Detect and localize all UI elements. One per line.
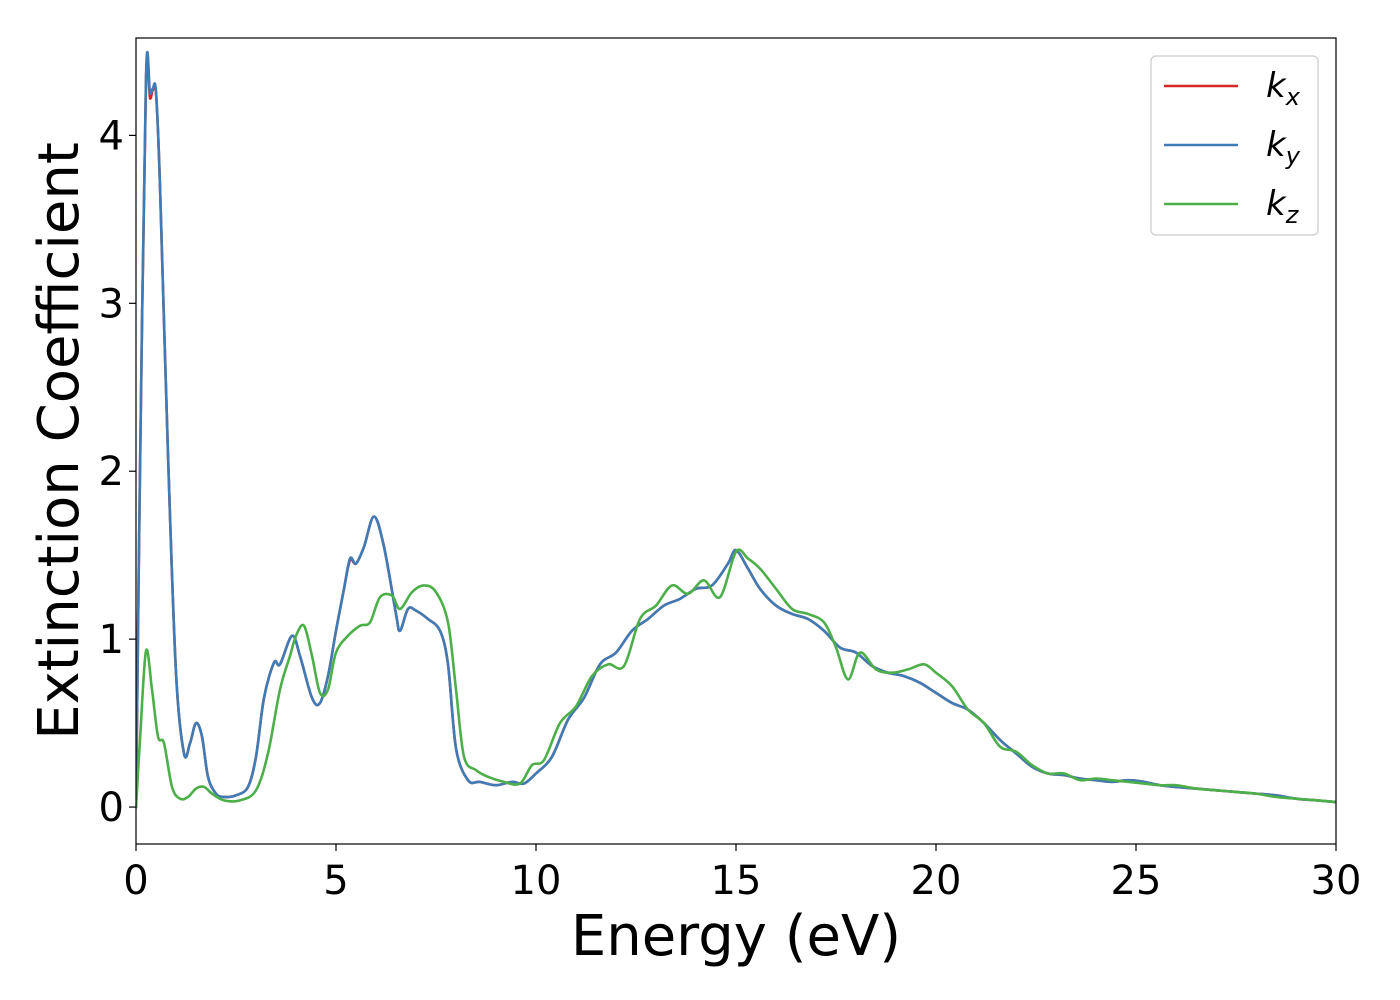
x-tick-label: 25 xyxy=(1111,858,1162,904)
legend-label-subscript: y xyxy=(1285,142,1301,170)
legend-label-x: kx xyxy=(1266,66,1301,111)
x-tick-label: 10 xyxy=(511,858,562,904)
legend-label-base: k xyxy=(1266,66,1287,106)
x-axis-title: Energy (eV) xyxy=(571,904,901,969)
y-tick-label: 1 xyxy=(99,617,124,663)
legend-label-base: k xyxy=(1266,184,1287,224)
y-axis-title: Extinction Coefficient xyxy=(27,142,92,740)
legend-label-subscript: x xyxy=(1285,83,1301,111)
x-tick-label: 15 xyxy=(711,858,762,904)
x-tick-label: 20 xyxy=(911,858,962,904)
tick-layer: 0 5 10 15 20 25 30 0 1 2 3 4 xyxy=(99,113,1362,904)
x-tick-label: 0 xyxy=(123,858,148,904)
y-tick-label: 4 xyxy=(99,113,124,159)
y-tick-label: 0 xyxy=(99,785,124,831)
y-tick-label: 2 xyxy=(99,449,124,495)
x-tick-label: 5 xyxy=(323,858,348,904)
x-tick-label: 30 xyxy=(1311,858,1362,904)
y-tick-label: 3 xyxy=(99,281,124,327)
series-layer xyxy=(136,51,1336,809)
series-line-z xyxy=(136,548,1336,809)
legend-label-y: ky xyxy=(1266,125,1301,170)
legend-label-subscript: z xyxy=(1285,201,1300,229)
legend-label-z: kz xyxy=(1266,184,1300,229)
legend-label-base: k xyxy=(1266,125,1287,165)
